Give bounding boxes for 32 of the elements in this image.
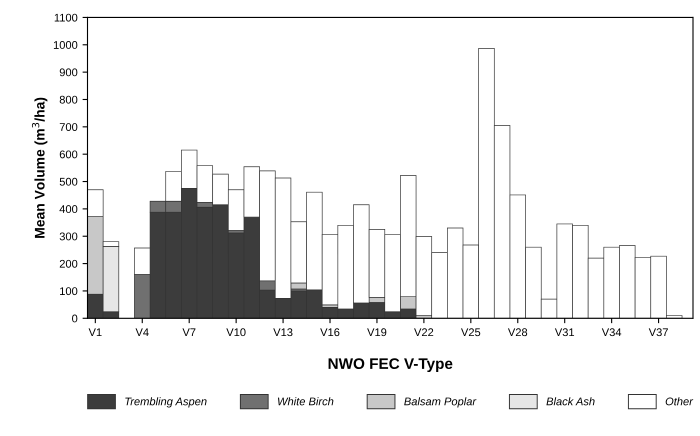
x-tick-label: V16 xyxy=(320,328,340,336)
x-tick-label: V28 xyxy=(508,328,528,336)
y-tick-label: 100 xyxy=(60,287,78,296)
x-tick-label: V13 xyxy=(273,328,292,336)
y-tick-label: 600 xyxy=(60,150,78,158)
x-tick-label: V31 xyxy=(554,328,574,336)
x-tick-label: V34 xyxy=(602,328,622,336)
x-tick-label: V22 xyxy=(414,328,434,336)
x-tick-label: V7 xyxy=(182,328,196,336)
x-tick-label: V10 xyxy=(226,328,246,336)
x-tick-label: V25 xyxy=(460,328,480,336)
y-tick-label: 500 xyxy=(60,178,78,186)
y-axis-title: Mean Volume (m$^{3}$/ha) xyxy=(32,98,48,238)
x-axis-title: NWO FEC V-Type xyxy=(328,358,452,372)
legend-label: Other xyxy=(666,397,694,406)
legend-label: Balsam Poplar xyxy=(404,397,476,408)
legend-label: White Birch xyxy=(278,397,334,406)
legend-label: Trembling Aspen xyxy=(125,397,207,408)
y-tick-label: 300 xyxy=(60,232,78,240)
y-tick-label: 400 xyxy=(59,205,78,214)
y-tick-label: 200 xyxy=(60,260,78,268)
y-tick-label: 1000 xyxy=(54,41,78,49)
y-tick-label: 900 xyxy=(60,68,78,76)
legend-label: Black Ash xyxy=(546,397,595,406)
x-tick-label: V4 xyxy=(136,328,149,336)
y-tick-label: 700 xyxy=(60,123,78,131)
x-tick-label: V1 xyxy=(88,328,102,336)
y-tick-label: 800 xyxy=(60,96,78,104)
x-tick-label: V37 xyxy=(648,328,668,336)
y-tick-label: 0 xyxy=(72,314,78,322)
y-tick-label: 1100 xyxy=(54,14,78,22)
x-tick-label: V19 xyxy=(367,328,386,336)
